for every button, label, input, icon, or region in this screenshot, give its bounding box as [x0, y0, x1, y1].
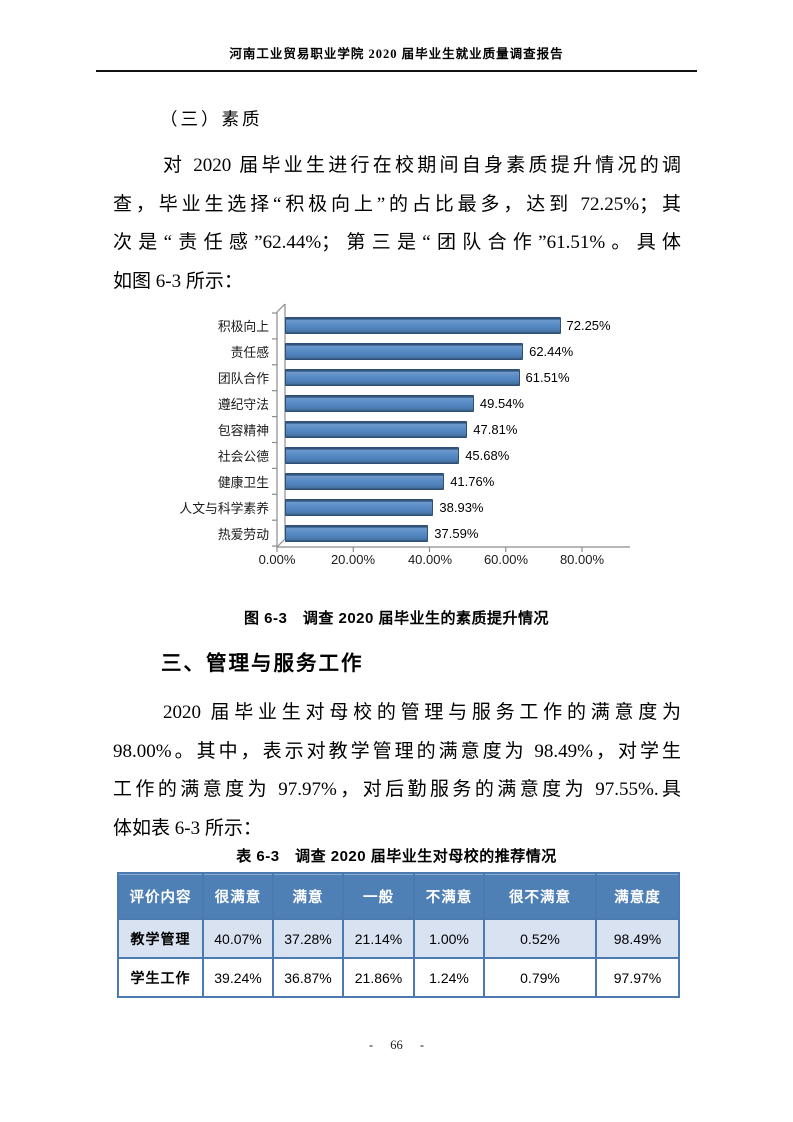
- chart-bar-row: 遵纪守法 49.54%: [178, 391, 658, 417]
- x-axis-tick-label: 0.00%: [258, 552, 296, 567]
- row-label: 教学管理: [117, 918, 204, 959]
- chart-bar-row: 团队合作 61.51%: [178, 365, 658, 391]
- table-cell: 21.14%: [342, 918, 415, 959]
- chart-value-label: 72.25%: [566, 318, 611, 334]
- chart-bar: [285, 317, 561, 335]
- chart-bar-track: 72.25%: [285, 317, 658, 335]
- chart-bar: [285, 498, 434, 516]
- chart-value-label: 38.93%: [439, 499, 484, 515]
- chart-bar: [285, 395, 474, 413]
- table-cell: 36.87%: [272, 957, 344, 998]
- table-cell: 37.28%: [272, 918, 344, 959]
- section-heading-management: 三、管理与服务工作: [161, 652, 364, 675]
- chart-bar: [285, 421, 468, 438]
- chart-bar-row: 积极向上 72.25%: [178, 313, 658, 339]
- table-header-cell: 不满意: [413, 872, 485, 920]
- table-header-cell: 一般: [342, 872, 415, 920]
- chart-bar-track: 45.68%: [285, 446, 658, 464]
- chart-bar-track: 37.59%: [285, 524, 658, 542]
- chart-bar: [285, 472, 445, 490]
- table-caption: 表 6-3 调查 2020 届毕业生对母校的推荐情况: [236, 848, 557, 865]
- table-cell: 40.07%: [202, 918, 274, 959]
- paragraph-line: 对 2020 届毕业生进行在校期间自身素质提升情况的调: [163, 155, 681, 176]
- table-header-cell: 很满意: [202, 872, 274, 920]
- table-row: 学生工作 39.24% 36.87% 21.86% 1.24% 0.79% 97…: [117, 957, 680, 998]
- chart-bar-row: 社会公德 45.68%: [178, 442, 658, 468]
- table-header-cell: 满意: [272, 872, 344, 920]
- chart-bar-track: 38.93%: [285, 498, 658, 516]
- row-label: 学生工作: [117, 957, 204, 998]
- chart-bar-track: 49.54%: [285, 395, 658, 413]
- chart-value-label: 62.44%: [529, 344, 574, 360]
- x-axis-tick-label: 40.00%: [407, 552, 453, 567]
- table-header-cell: 评价内容: [117, 872, 204, 920]
- chart-bar-row: 包容精神 47.81%: [178, 417, 658, 443]
- table-cell: 98.49%: [595, 918, 680, 959]
- table-cell: 1.24%: [413, 957, 485, 998]
- table-cell: 1.00%: [413, 918, 485, 959]
- chart-value-label: 61.51%: [525, 370, 570, 386]
- chart-category-label: 包容精神: [217, 423, 269, 438]
- table-header-cell: 满意度: [595, 872, 680, 920]
- x-axis-tick-label: 20.00%: [330, 552, 376, 567]
- table-cell: 0.52%: [483, 918, 597, 959]
- paragraph-line: 次是“责任感”62.44%；第三是“团队合作”61.51%。具体: [113, 232, 681, 253]
- chart-category-label: 责任感: [230, 345, 269, 361]
- chart-bar-row: 人文与科学素养 38.93%: [178, 494, 658, 520]
- chart-value-label: 49.54%: [479, 396, 524, 412]
- chart-bars: 积极向上 72.25% 责任感 62.44% 团队合作 61.51% 遵纪守法 49.5…: [178, 313, 658, 546]
- chart-category-label: 社会公德: [217, 448, 269, 464]
- chart-bar: [285, 343, 524, 361]
- chart-category-label: 健康卫生: [217, 474, 269, 490]
- x-axis-tick-label: 60.00%: [483, 552, 529, 567]
- table-cell: 21.86%: [342, 957, 415, 998]
- chart-bar-track: 41.76%: [285, 472, 658, 490]
- paragraph-line: 查，毕业生选择“积极向上”的占比最多，达到 72.25%；其: [113, 193, 681, 215]
- chart-category-label: 热爱劳动: [217, 526, 269, 542]
- running-header: 河南工业贸易职业学院 2020 届毕业生就业质量调查报告: [96, 42, 697, 72]
- subsection-heading-quality: （三）素质: [160, 109, 263, 129]
- table-cell: 97.97%: [595, 957, 680, 998]
- chart-value-label: 41.76%: [450, 473, 495, 489]
- table-header-row: 评价内容 很满意 满意 一般 不满意 很不满意 满意度: [117, 872, 680, 920]
- chart-bar-track: 47.81%: [285, 421, 658, 438]
- table-cell: 0.79%: [483, 957, 597, 998]
- paragraph-line: 体如表 6-3 所示：: [113, 817, 262, 839]
- chart-bar: [285, 524, 429, 542]
- paragraph-line: 如图 6-3 所示：: [113, 270, 243, 292]
- chart-value-label: 45.68%: [465, 447, 510, 463]
- x-axis-tick-label: 80.00%: [559, 552, 605, 567]
- chart-category-label: 人文与科学素养: [179, 500, 269, 516]
- chart-bar-row: 责任感 62.44%: [178, 339, 658, 365]
- chart-bar-track: 61.51%: [285, 369, 658, 387]
- table-row: 教学管理 40.07% 37.28% 21.14% 1.00% 0.52% 98…: [117, 918, 680, 959]
- table-cell: 39.24%: [202, 957, 274, 998]
- paragraph-line: 工作的满意度为 97.97%，对后勤服务的满意度为 97.55%.具: [113, 779, 681, 800]
- paragraph-management: 2020 届毕业生对母校的管理与服务工作的满意度为 98.00%。其中，表示对教…: [113, 694, 681, 848]
- paragraph-line: 2020 届毕业生对母校的管理与服务工作的满意度为: [163, 702, 681, 723]
- chart-value-label: 37.59%: [434, 525, 479, 541]
- paragraph-quality: 对 2020 届毕业生进行在校期间自身素质提升情况的调 查，毕业生选择“积极向上…: [113, 147, 681, 301]
- chart-bar-row: 热爱劳动 37.59%: [178, 520, 658, 546]
- chart-bar-track: 62.44%: [285, 343, 658, 361]
- chart-category-label: 团队合作: [217, 371, 269, 387]
- figure-caption: 图 6-3 调查 2020 届毕业生的素质提升情况: [243, 610, 550, 627]
- chart-category-label: 遵纪守法: [217, 397, 269, 413]
- table-header-cell: 很不满意: [483, 872, 597, 920]
- page-number: - 66 -: [368, 1038, 425, 1052]
- chart-category-label: 积极向上: [217, 319, 269, 335]
- paragraph-line: 98.00%。其中，表示对教学管理的满意度为 98.49%，对学生: [113, 740, 681, 762]
- satisfaction-table: 评价内容 很满意 满意 一般 不满意 很不满意 满意度 教学管理 40.07% …: [117, 872, 680, 998]
- chart-bar: [285, 446, 460, 464]
- chart-bar-row: 健康卫生 41.76%: [178, 468, 658, 494]
- chart-bar: [285, 369, 520, 387]
- chart-value-label: 47.81%: [473, 422, 518, 437]
- quality-bar-chart: 积极向上 72.25% 责任感 62.44% 团队合作 61.51% 遵纪守法 49.5…: [178, 301, 658, 577]
